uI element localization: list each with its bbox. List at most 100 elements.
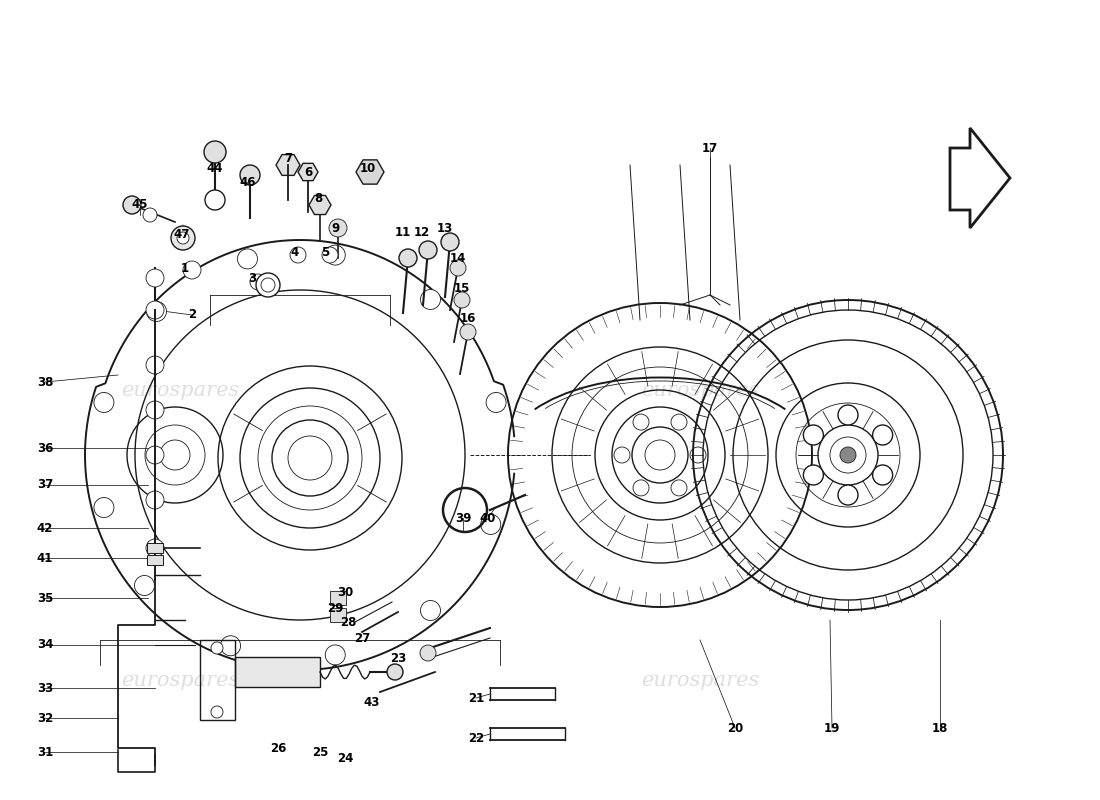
Circle shape: [290, 247, 306, 263]
Polygon shape: [309, 195, 331, 214]
Text: 45: 45: [132, 198, 148, 211]
Text: 40: 40: [480, 511, 496, 525]
Text: 44: 44: [207, 162, 223, 174]
Circle shape: [146, 356, 164, 374]
Circle shape: [146, 446, 164, 464]
Circle shape: [143, 208, 157, 222]
Text: 42: 42: [36, 522, 53, 534]
Text: 6: 6: [304, 166, 312, 178]
Text: 26: 26: [270, 742, 286, 754]
Circle shape: [326, 645, 345, 665]
Circle shape: [632, 414, 649, 430]
Text: 25: 25: [311, 746, 328, 758]
Text: 31: 31: [37, 746, 53, 758]
Circle shape: [387, 664, 403, 680]
Circle shape: [123, 196, 141, 214]
Polygon shape: [235, 657, 320, 687]
Circle shape: [420, 290, 440, 310]
Text: 33: 33: [37, 682, 53, 694]
Circle shape: [671, 414, 688, 430]
Circle shape: [211, 706, 223, 718]
Text: 2: 2: [188, 309, 196, 322]
Circle shape: [146, 269, 164, 287]
Text: 21: 21: [468, 691, 484, 705]
Circle shape: [838, 405, 858, 425]
Circle shape: [803, 465, 824, 485]
Text: 22: 22: [468, 731, 484, 745]
Circle shape: [326, 245, 345, 265]
Text: 11: 11: [395, 226, 411, 238]
Text: 8: 8: [314, 191, 322, 205]
Circle shape: [238, 249, 257, 269]
Text: 12: 12: [414, 226, 430, 238]
Text: eurospares: eurospares: [641, 670, 759, 690]
Circle shape: [399, 249, 417, 267]
Circle shape: [838, 485, 858, 505]
Polygon shape: [356, 160, 384, 184]
Circle shape: [840, 447, 856, 463]
Text: 23: 23: [389, 651, 406, 665]
Text: 15: 15: [454, 282, 470, 294]
Circle shape: [632, 480, 649, 496]
Polygon shape: [276, 154, 300, 175]
Circle shape: [94, 498, 114, 518]
Text: eurospares: eurospares: [641, 381, 759, 399]
Text: 24: 24: [337, 751, 353, 765]
Text: 38: 38: [36, 375, 53, 389]
Text: 5: 5: [321, 246, 329, 258]
Text: 19: 19: [824, 722, 840, 734]
Circle shape: [690, 447, 706, 463]
Text: 39: 39: [454, 511, 471, 525]
Text: 13: 13: [437, 222, 453, 234]
Text: 47: 47: [174, 229, 190, 242]
Circle shape: [671, 480, 688, 496]
Circle shape: [205, 190, 225, 210]
Circle shape: [240, 165, 260, 185]
Text: 36: 36: [36, 442, 53, 454]
Text: 1: 1: [180, 262, 189, 274]
Circle shape: [441, 233, 459, 251]
Circle shape: [94, 393, 114, 413]
Text: 28: 28: [340, 615, 356, 629]
Circle shape: [486, 393, 506, 413]
Circle shape: [261, 278, 275, 292]
Circle shape: [170, 226, 195, 250]
Circle shape: [803, 425, 824, 445]
Circle shape: [872, 425, 892, 445]
Circle shape: [204, 141, 226, 163]
Text: 7: 7: [284, 151, 293, 165]
Circle shape: [146, 539, 164, 557]
Text: 9: 9: [331, 222, 339, 234]
Circle shape: [134, 575, 154, 595]
Circle shape: [481, 514, 500, 534]
Text: 20: 20: [727, 722, 744, 734]
Circle shape: [329, 219, 346, 237]
Circle shape: [183, 261, 201, 279]
Polygon shape: [330, 608, 346, 622]
Circle shape: [450, 260, 466, 276]
Circle shape: [250, 274, 266, 290]
Circle shape: [872, 465, 892, 485]
Text: 17: 17: [702, 142, 718, 154]
Polygon shape: [330, 591, 346, 605]
Polygon shape: [298, 163, 318, 181]
Circle shape: [614, 447, 630, 463]
Circle shape: [146, 491, 164, 509]
Text: 3: 3: [248, 271, 256, 285]
Circle shape: [454, 292, 470, 308]
Circle shape: [146, 401, 164, 419]
FancyBboxPatch shape: [147, 543, 163, 553]
Circle shape: [419, 241, 437, 259]
Text: eurospares: eurospares: [121, 381, 239, 399]
Text: 37: 37: [37, 478, 53, 491]
Text: 29: 29: [327, 602, 343, 614]
Text: 43: 43: [364, 695, 381, 709]
Text: 34: 34: [36, 638, 53, 651]
Text: 14: 14: [450, 251, 466, 265]
Text: 35: 35: [36, 591, 53, 605]
Text: 46: 46: [240, 175, 256, 189]
Circle shape: [256, 273, 280, 297]
Text: 27: 27: [354, 631, 370, 645]
Circle shape: [146, 301, 164, 319]
Text: 4: 4: [290, 246, 299, 258]
